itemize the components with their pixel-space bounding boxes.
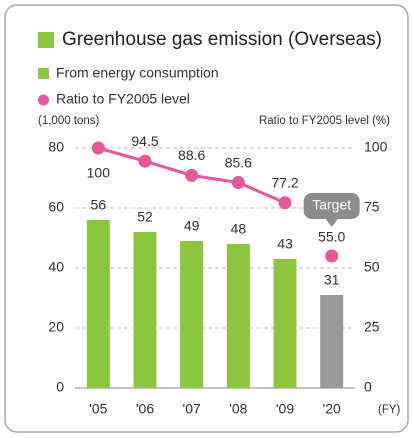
target-value-label: 55.0 xyxy=(318,229,345,245)
bar xyxy=(180,241,204,388)
y-tick-label: 20 xyxy=(48,319,64,335)
x-tick-label: '20 xyxy=(323,401,341,417)
x-tick-label: '09 xyxy=(276,401,294,417)
bar xyxy=(273,259,297,388)
x-axis-label: (FY) xyxy=(378,404,401,416)
y2-tick-label: 50 xyxy=(364,259,380,275)
bar-value-label: 43 xyxy=(277,236,293,252)
y-tick-label: 0 xyxy=(56,379,64,395)
target-label: Target xyxy=(312,197,351,213)
y-tick-label: 60 xyxy=(48,199,64,215)
bar-value-label: 56 xyxy=(91,197,107,213)
chart-title: Greenhouse gas emission (Overseas) xyxy=(62,29,382,50)
line-point xyxy=(138,154,152,168)
bar xyxy=(133,232,157,388)
legend-swatch xyxy=(38,94,49,106)
y-axis-label: (1,000 tons) xyxy=(38,115,100,127)
bar xyxy=(320,295,344,388)
line-value-label: 77.2 xyxy=(271,174,298,190)
line-value-label: 100 xyxy=(87,165,111,181)
target-point xyxy=(325,249,339,263)
line-point xyxy=(278,196,292,210)
bar-value-label: 48 xyxy=(231,221,247,237)
y2-tick-label: 100 xyxy=(364,139,388,155)
x-tick-label: '06 xyxy=(136,401,154,417)
line-value-label: 85.6 xyxy=(225,154,252,170)
y2-axis-label: Ratio to FY2005 level (%) xyxy=(259,115,390,127)
legend-label: From energy consumption xyxy=(56,65,219,81)
line-value-label: 88.6 xyxy=(178,147,205,163)
x-tick-label: '07 xyxy=(183,401,201,417)
line-point xyxy=(231,176,245,190)
y2-tick-label: 0 xyxy=(364,379,372,395)
line-value-label: 94.5 xyxy=(131,133,158,149)
bar-value-label: 52 xyxy=(137,209,153,225)
bar xyxy=(86,220,110,388)
bar xyxy=(226,244,250,388)
title-marker xyxy=(38,32,54,48)
x-tick-label: '08 xyxy=(229,401,247,417)
target-bubble xyxy=(303,193,360,227)
bar-value-label: 31 xyxy=(324,272,340,288)
y-tick-label: 80 xyxy=(48,139,64,155)
y2-tick-label: 25 xyxy=(364,319,380,335)
legend-swatch xyxy=(38,68,49,79)
line-point xyxy=(91,141,105,155)
legend-label: Ratio to FY2005 level xyxy=(56,91,190,107)
bar-value-label: 49 xyxy=(184,218,200,234)
x-tick-label: '05 xyxy=(89,401,107,417)
y-tick-label: 40 xyxy=(48,259,64,275)
y2-tick-label: 75 xyxy=(364,199,380,215)
line-point xyxy=(185,168,199,182)
